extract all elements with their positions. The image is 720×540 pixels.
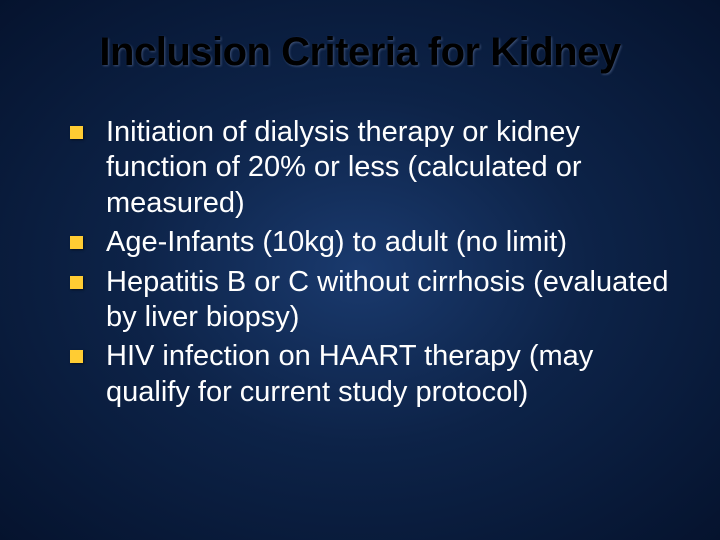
list-item: Hepatitis B or C without cirrhosis (eval…	[70, 265, 680, 336]
list-item: Age-Infants (10kg) to adult (no limit)	[70, 225, 680, 260]
slide-title: Inclusion Criteria for Kidney	[40, 30, 680, 75]
slide: Inclusion Criteria for Kidney Initiation…	[0, 0, 720, 540]
bullet-list: Initiation of dialysis therapy or kidney…	[40, 115, 680, 410]
list-item: Initiation of dialysis therapy or kidney…	[70, 115, 680, 221]
list-item: HIV infection on HAART therapy (may qual…	[70, 339, 680, 410]
